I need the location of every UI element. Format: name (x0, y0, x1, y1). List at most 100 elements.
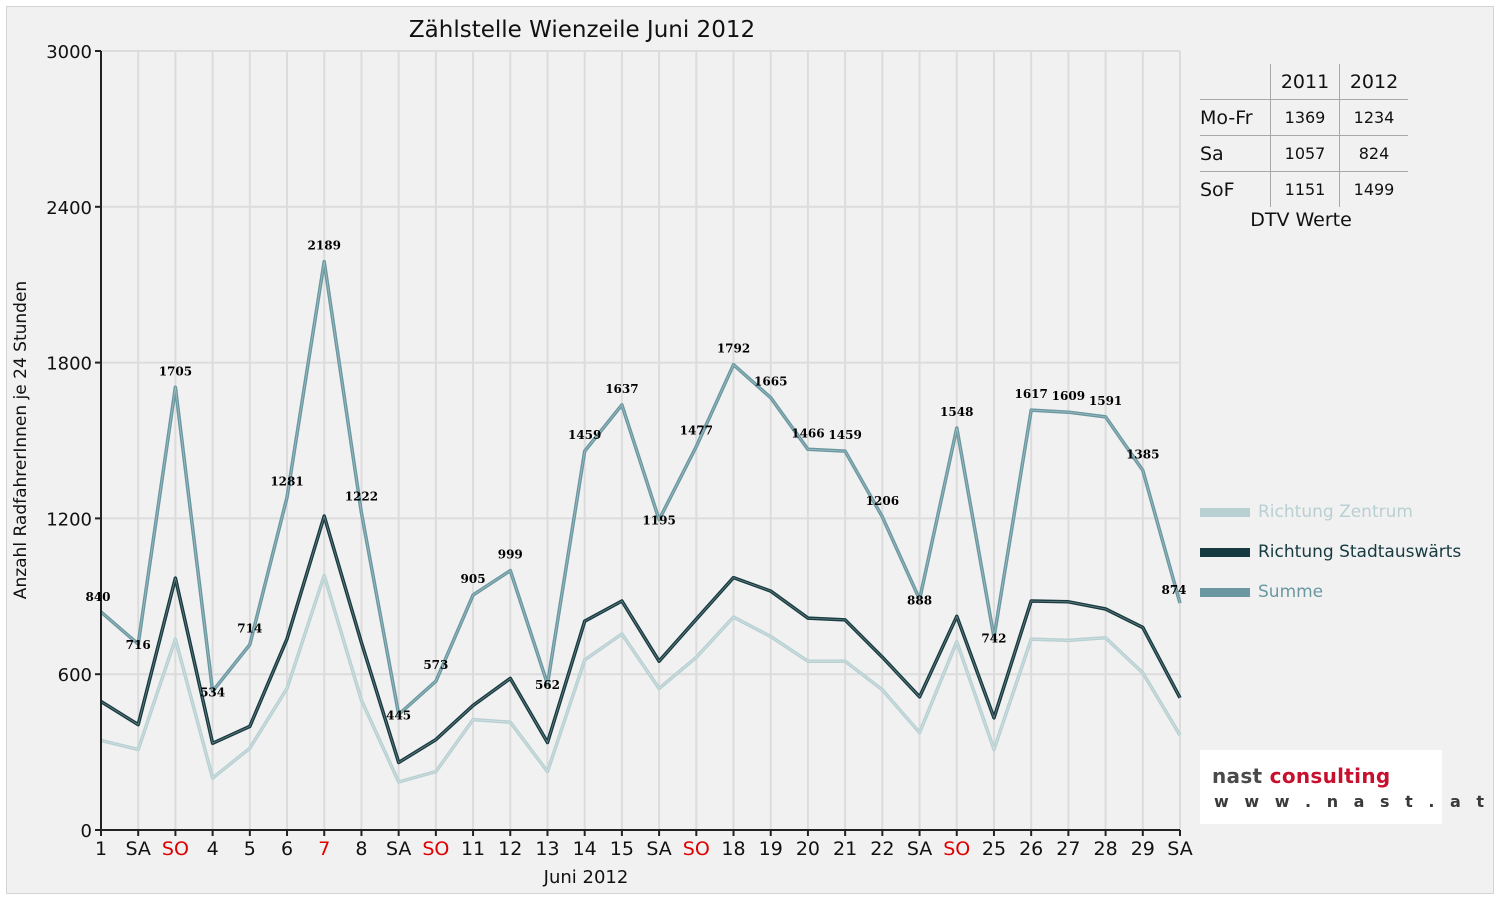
dtv-row-label: SoF (1200, 178, 1235, 201)
x-tick-label: 6 (281, 838, 293, 860)
series-line-zentrum-highlight (100, 575, 1181, 783)
data-label: 1206 (866, 494, 899, 508)
series-layer (99, 259, 1182, 784)
legend-swatch-summe (1200, 587, 1250, 597)
logo-name-dark: nast (1212, 764, 1263, 788)
y-tick-label: 1200 (46, 509, 92, 530)
data-label: 1617 (1014, 387, 1047, 401)
data-label: 2189 (308, 239, 341, 253)
logo-url: w w w . n a s t . a t (1214, 792, 1490, 811)
x-tick-label: 26 (1019, 838, 1043, 860)
dtv-table: 2011 2012 Mo-Fr 1369 1234 Sa 1057 824 So… (1200, 64, 1408, 207)
legend-label-stadtauswaerts: Richtung Stadtauswärts (1258, 542, 1462, 562)
x-tick-label: 27 (1056, 838, 1080, 860)
dtv-cell: 824 (1339, 135, 1408, 172)
company-logo: nast consulting w w w . n a s t . a t (1200, 750, 1484, 824)
legend-swatch-stadtauswaerts (1200, 547, 1250, 557)
dtv-cell: 1369 (1270, 99, 1340, 136)
legend-item-zentrum: Richtung Zentrum (1200, 492, 1461, 532)
legend-swatch-zentrum (1200, 507, 1250, 517)
dtv-row-label: Mo-Fr (1200, 99, 1271, 136)
x-tick-label: 7 (318, 838, 330, 860)
y-axis-label: Anzahl RadfahrerInnen je 24 Stunden (11, 281, 31, 599)
y-tick-label: 1800 (46, 354, 92, 375)
grid-layer (101, 50, 1181, 830)
x-tick-label: 22 (870, 838, 894, 860)
data-label: 1665 (754, 375, 787, 389)
x-tick-label: 14 (573, 838, 597, 860)
x-tick-label: 20 (796, 838, 820, 860)
y-tick-label: 3000 (46, 42, 92, 63)
x-tick-label: 19 (759, 838, 783, 860)
data-label: 1705 (159, 364, 192, 378)
y-tick-label: 2400 (46, 198, 92, 219)
data-label: 999 (498, 548, 523, 562)
data-label: 534 (200, 685, 225, 699)
dtv-cell: 1151 (1270, 171, 1340, 207)
series-line-stadtauswaerts (100, 514, 1182, 765)
x-tick-label: 8 (355, 838, 367, 860)
x-tick-label: SA (386, 838, 411, 860)
data-label: 1548 (940, 405, 973, 419)
x-tick-label: 12 (498, 838, 522, 860)
dtv-row-label: Sa (1200, 135, 1271, 172)
data-label: 716 (126, 638, 151, 652)
data-label: 562 (535, 678, 560, 692)
data-label-layer: 840 716 1705 534 714 1281 2189 1222 445 573 905 999… (85, 239, 1186, 723)
data-label: 874 (1161, 583, 1186, 597)
x-tick-label: SA (646, 838, 671, 860)
y-tick-label: 0 (81, 821, 92, 842)
data-label: 1591 (1089, 394, 1122, 408)
dtv-cell: 1499 (1339, 171, 1408, 207)
dtv-caption: DTV Werte (1250, 209, 1352, 231)
x-tick-label: 25 (982, 838, 1006, 860)
dtv-row: Mo-Fr 1369 1234 (1200, 99, 1408, 136)
x-tick-label: 13 (535, 838, 559, 860)
data-label: 1609 (1052, 389, 1085, 403)
dtv-corner (1200, 64, 1271, 100)
legend-label-zentrum: Richtung Zentrum (1258, 502, 1413, 522)
x-tick-label: 4 (207, 838, 219, 860)
series-line-summe (99, 259, 1182, 717)
x-axis-label: Juni 2012 (543, 867, 629, 888)
series-line-stadtauswaerts-highlight (100, 515, 1181, 763)
logo-name-red: consulting (1269, 764, 1391, 788)
data-label: 1281 (270, 474, 303, 488)
x-tick-label: SO (422, 838, 449, 860)
dtv-cell: 1057 (1270, 135, 1340, 172)
data-label: 905 (461, 572, 486, 586)
data-label: 1466 (791, 426, 824, 440)
data-label: 840 (85, 590, 110, 604)
x-tick-label: 11 (461, 838, 485, 860)
legend: Richtung Zentrum Richtung Stadtauswärts … (1200, 492, 1461, 612)
x-tick-label: 5 (244, 838, 256, 860)
x-tick-label: 21 (833, 838, 857, 860)
legend-label-summe: Summe (1258, 582, 1324, 602)
data-label: 1195 (642, 514, 675, 528)
data-label: 1792 (717, 342, 750, 356)
axis-layer: 0 600 1200 1800 2400 3000 1 SA SO 4 5 6 7 8 SA SO 11 12 13… (46, 42, 1193, 860)
x-tick-label: SA (907, 838, 932, 860)
dtv-header-2011: 2011 (1270, 64, 1340, 100)
legend-item-stadtauswaerts: Richtung Stadtauswärts (1200, 532, 1461, 572)
dtv-header-row: 2011 2012 (1200, 64, 1408, 100)
data-label: 573 (423, 658, 448, 672)
data-label: 742 (981, 631, 1006, 645)
x-tick-label: 28 (1093, 838, 1117, 860)
series-line-summe-highlight (100, 261, 1181, 715)
dtv-row: Sa 1057 824 (1200, 135, 1408, 172)
x-tick-label: 29 (1131, 838, 1155, 860)
logo-name: nast consulting (1212, 764, 1390, 788)
data-label: 888 (907, 593, 932, 607)
chart-title: Zählstelle Wienzeile Juni 2012 (409, 17, 755, 43)
data-label: 1385 (1126, 447, 1159, 461)
data-label: 714 (237, 622, 262, 636)
dtv-row: SoF 1151 1499 (1200, 171, 1408, 207)
data-label: 1477 (680, 423, 713, 437)
dtv-cell: 1234 (1339, 99, 1408, 136)
series-line-zentrum (100, 573, 1182, 784)
data-label: 1222 (345, 490, 378, 504)
y-tick-label: 600 (58, 665, 92, 686)
x-tick-label: 18 (721, 838, 745, 860)
